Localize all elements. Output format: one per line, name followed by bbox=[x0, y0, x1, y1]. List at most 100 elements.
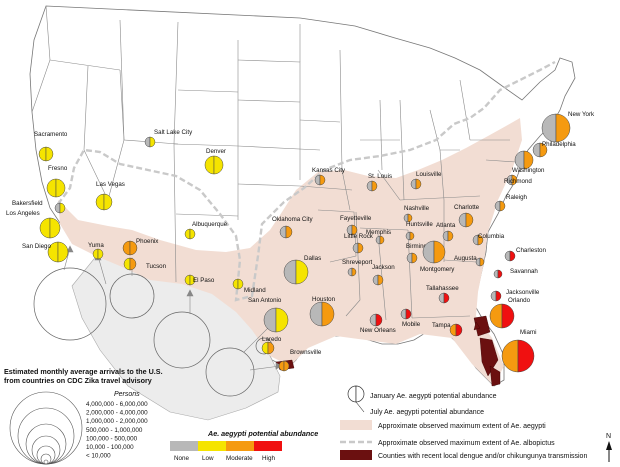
city-glyph-st-louis: St. Louis bbox=[366, 173, 392, 192]
city-label: Washington bbox=[512, 167, 545, 174]
arrivals-class-label: 2,000,000 - 4,000,000 bbox=[86, 410, 148, 417]
city-glyph-el-paso: El Paso bbox=[184, 274, 215, 286]
city-label: Oklahoma City bbox=[272, 216, 313, 223]
arrivals-legend-units: Persons bbox=[114, 391, 140, 398]
arrivals-legend-title-line1: Estimated monthly average arrivals to th… bbox=[4, 367, 163, 376]
city-glyph-memphis: Memphis bbox=[366, 229, 391, 245]
city-july-half bbox=[57, 241, 69, 263]
city-glyph-las-vegas: Las Vegas bbox=[95, 181, 125, 211]
city-july-half bbox=[149, 136, 156, 148]
city-glyph-tallahassee: Tallahassee bbox=[426, 285, 459, 304]
city-label: Laredo bbox=[262, 336, 282, 343]
city-label: Memphis bbox=[366, 229, 391, 236]
city-july-half bbox=[237, 278, 244, 290]
city-glyph-richmond: Richmond bbox=[504, 174, 532, 186]
north-arrow-label: N bbox=[606, 433, 611, 440]
city-july-half bbox=[319, 174, 326, 186]
city-july-half bbox=[411, 252, 418, 264]
city-glyph-los-angeles: Los Angeles bbox=[6, 210, 61, 239]
city-july-half bbox=[351, 224, 358, 236]
city-label: Raleigh bbox=[506, 194, 528, 201]
legend-albopictus-extent: Approximate observed maximum extent of A… bbox=[378, 440, 555, 447]
city-label: Atlanta bbox=[436, 222, 456, 229]
city-january-half bbox=[309, 301, 323, 327]
city-label: Houston bbox=[312, 296, 336, 303]
city-july-half bbox=[295, 259, 309, 285]
arrivals-class-labels: 4,000,000 - 6,000,000 2,000,000 - 4,000,0… bbox=[86, 401, 148, 460]
potential-label-high: High bbox=[262, 455, 275, 462]
city-july-half bbox=[517, 339, 535, 373]
city-label: Tampa bbox=[432, 322, 451, 329]
arrivals-size-circles bbox=[9, 391, 83, 465]
city-glyph-washington: Washington bbox=[512, 150, 545, 174]
city-july-half bbox=[103, 193, 113, 211]
city-july-half bbox=[455, 323, 463, 337]
arrivals-class-label: 10,000 - 100,000 bbox=[86, 444, 134, 451]
city-glyph-charlotte: Charlotte bbox=[454, 204, 480, 228]
city-label: St. Louis bbox=[368, 173, 392, 180]
city-july-half bbox=[129, 257, 137, 271]
city-glyph-salt-lake-city: Salt Lake City bbox=[144, 129, 193, 148]
city-glyph-shreveport: Shreveport bbox=[342, 259, 373, 277]
arrivals-class-label: 4,000,000 - 6,000,000 bbox=[86, 401, 148, 408]
city-january-half bbox=[514, 150, 525, 170]
city-january-half bbox=[47, 241, 59, 263]
city-glyph-san-diego: San Diego bbox=[22, 241, 69, 263]
city-july-half bbox=[409, 231, 415, 241]
city-label: Yuma bbox=[88, 242, 104, 249]
city-july-half bbox=[267, 341, 275, 355]
city-glyph-tampa: Tampa bbox=[432, 322, 463, 337]
city-label: Columbia bbox=[478, 233, 505, 240]
city-glyph-albuquerque: Albuquerque bbox=[184, 221, 228, 240]
city-label: Charlotte bbox=[454, 204, 480, 211]
city-july-half bbox=[49, 217, 61, 239]
city-january-half bbox=[449, 323, 457, 337]
city-july-half bbox=[189, 274, 196, 286]
city-glyph-nashville: Nashville bbox=[403, 205, 430, 223]
city-january-half bbox=[95, 193, 105, 211]
city-january-half bbox=[501, 339, 519, 373]
city-glyph-columbia: Columbia bbox=[472, 233, 505, 246]
arrivals-class-label: 1,000,000 - 2,000,000 bbox=[86, 418, 148, 425]
city-january-half bbox=[458, 212, 467, 228]
albopictus-extent-line bbox=[57, 60, 556, 302]
city-label: Midland bbox=[244, 287, 266, 294]
city-glyph-kansas-city: Kansas City bbox=[312, 167, 346, 186]
city-label: Fayetteville bbox=[340, 215, 372, 222]
city-label: Shreveport bbox=[342, 259, 373, 266]
city-label: Tucson bbox=[146, 263, 167, 270]
legend-aegypti-extent: Approximate observed maximum extent of A… bbox=[378, 423, 546, 430]
city-label: New York bbox=[568, 111, 595, 118]
city-july-half bbox=[495, 290, 502, 302]
city-january-half bbox=[46, 178, 57, 198]
city-label: Salt Lake City bbox=[154, 129, 193, 136]
city-label: Savannah bbox=[510, 268, 538, 275]
city-label: Bakersfield bbox=[12, 200, 43, 207]
city-glyph-bakersfield: Bakersfield bbox=[12, 200, 66, 214]
city-label: Montgomery bbox=[420, 266, 455, 273]
city-glyph-sacramento: Sacramento bbox=[34, 131, 68, 162]
city-july-half bbox=[275, 307, 289, 333]
city-glyph-raleigh: Raleigh bbox=[494, 194, 528, 212]
city-glyph-philadelphia: Philadelphia bbox=[532, 141, 576, 158]
potential-legend-title: Ae. aegypti potential abundance bbox=[207, 429, 318, 438]
city-july-half bbox=[45, 146, 54, 162]
arrivals-legend-title-line2: from countries on CDC Zika travel adviso… bbox=[4, 376, 152, 385]
arrivals-circles bbox=[33, 267, 273, 397]
city-label: Birmingham bbox=[406, 243, 439, 250]
city-july-half bbox=[523, 150, 534, 170]
city-january-half bbox=[283, 259, 297, 285]
city-glyph-oklahoma-city: Oklahoma City bbox=[272, 216, 313, 239]
city-label: Jacksonville bbox=[506, 289, 540, 296]
city-label: El Paso bbox=[193, 277, 215, 284]
city-glyph-layer: Sacramento Fresno Bakersfield Los Angeles Sa… bbox=[6, 111, 595, 373]
city-july-half bbox=[433, 240, 446, 264]
city-glyph-fayetteville: Fayetteville bbox=[340, 215, 372, 236]
city-label: Las Vegas bbox=[96, 181, 125, 188]
city-label: Charleston bbox=[516, 247, 546, 254]
city-label: Fresno bbox=[48, 165, 68, 172]
city-july-half bbox=[407, 213, 413, 223]
city-label: Mobile bbox=[402, 321, 421, 328]
city-label: Denver bbox=[206, 148, 226, 155]
